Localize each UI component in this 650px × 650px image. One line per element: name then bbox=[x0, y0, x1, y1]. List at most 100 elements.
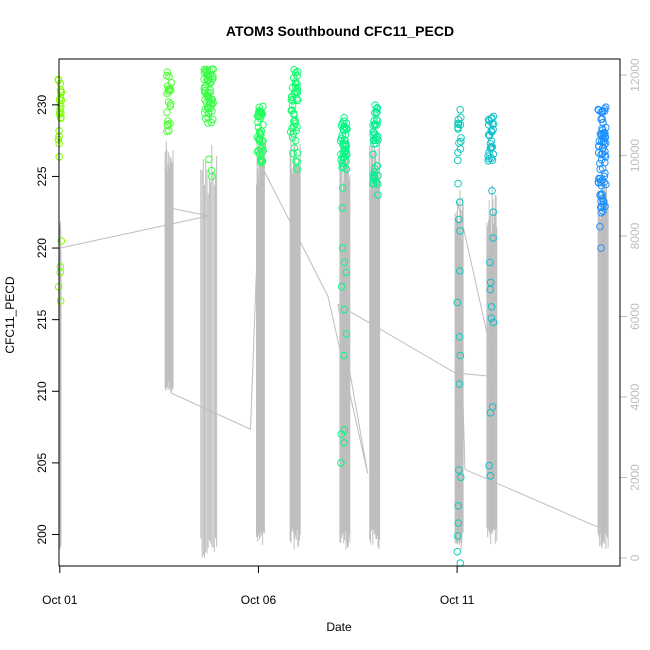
data-point bbox=[337, 459, 345, 467]
data-point bbox=[454, 115, 463, 124]
data-point bbox=[342, 268, 351, 277]
data-point bbox=[454, 502, 463, 510]
data-point bbox=[337, 282, 346, 291]
data-point bbox=[56, 86, 65, 94]
data-point bbox=[288, 83, 297, 92]
data-point bbox=[57, 102, 65, 111]
data-point bbox=[596, 130, 605, 138]
data-point bbox=[457, 137, 465, 146]
data-point bbox=[371, 136, 380, 145]
data-points bbox=[54, 65, 610, 567]
data-point bbox=[597, 208, 606, 217]
data-point bbox=[202, 91, 211, 99]
data-point bbox=[454, 156, 462, 165]
data-point bbox=[204, 104, 212, 113]
data-point bbox=[602, 180, 610, 189]
y2-tick-label: 0 bbox=[628, 554, 642, 561]
data-point bbox=[338, 131, 347, 139]
data-point bbox=[290, 122, 298, 130]
data-point bbox=[485, 132, 494, 140]
data-point bbox=[601, 169, 609, 177]
data-point bbox=[340, 351, 348, 360]
data-point bbox=[288, 133, 297, 142]
data-point bbox=[369, 121, 377, 129]
y2-tick-label: 2000 bbox=[628, 464, 642, 491]
y-tick-label: 200 bbox=[35, 524, 49, 544]
data-point bbox=[291, 77, 300, 86]
data-point bbox=[209, 65, 217, 74]
data-point bbox=[293, 158, 302, 166]
data-point bbox=[599, 207, 607, 215]
data-point bbox=[258, 157, 266, 165]
data-point bbox=[163, 89, 171, 98]
data-point bbox=[338, 163, 346, 172]
data-point bbox=[207, 118, 216, 127]
data-point bbox=[456, 120, 465, 129]
data-point bbox=[340, 117, 348, 125]
data-point bbox=[166, 100, 175, 108]
data-point bbox=[486, 278, 495, 287]
data-point bbox=[595, 137, 604, 145]
data-point bbox=[259, 121, 267, 129]
data-point bbox=[456, 559, 465, 567]
data-point bbox=[164, 117, 172, 125]
y-axis-label: CFC11_PECD bbox=[3, 276, 17, 353]
data-point bbox=[374, 191, 382, 199]
data-point bbox=[602, 123, 610, 132]
data-point bbox=[56, 93, 65, 102]
data-point bbox=[371, 101, 379, 109]
data-point bbox=[453, 547, 462, 556]
data-point bbox=[489, 125, 497, 134]
data-point bbox=[291, 116, 299, 125]
data-point bbox=[163, 68, 172, 76]
data-point bbox=[595, 174, 603, 183]
data-point bbox=[486, 409, 495, 417]
data-point bbox=[254, 135, 263, 143]
x-tick-label: Oct 01 bbox=[42, 593, 78, 607]
data-point bbox=[209, 75, 217, 83]
data-point bbox=[293, 87, 301, 96]
data-point bbox=[56, 297, 65, 305]
data-point bbox=[600, 128, 609, 137]
data-point bbox=[293, 165, 302, 173]
y-tick-label: 225 bbox=[35, 166, 49, 186]
data-point bbox=[288, 101, 297, 110]
data-point bbox=[340, 148, 348, 157]
data-point bbox=[342, 165, 351, 173]
data-point bbox=[455, 198, 464, 206]
data-point bbox=[599, 130, 608, 138]
data-point bbox=[455, 215, 463, 224]
data-point bbox=[338, 204, 347, 212]
data-point bbox=[601, 158, 609, 167]
data-point bbox=[456, 351, 465, 360]
data-point bbox=[598, 108, 607, 116]
plot-frame bbox=[58, 58, 621, 567]
data-point bbox=[370, 172, 379, 180]
data-point bbox=[340, 136, 349, 144]
data-point bbox=[456, 267, 464, 275]
data-point bbox=[487, 114, 496, 123]
data-point bbox=[487, 127, 496, 135]
data-point bbox=[259, 102, 267, 111]
data-point bbox=[489, 208, 498, 216]
data-point bbox=[455, 333, 464, 341]
data-point bbox=[489, 318, 498, 327]
data-point bbox=[292, 157, 300, 165]
data-point bbox=[600, 137, 608, 145]
data-point bbox=[57, 237, 66, 245]
data-point bbox=[485, 461, 493, 470]
data-point bbox=[340, 258, 349, 267]
data-point bbox=[487, 154, 496, 162]
data-point bbox=[601, 153, 610, 161]
data-point bbox=[601, 202, 609, 211]
y-tick-label: 220 bbox=[35, 238, 49, 258]
data-point bbox=[454, 519, 463, 527]
data-point bbox=[54, 135, 63, 144]
data-point bbox=[254, 146, 263, 155]
y2-axis: 0 2000 4000 6000 8000 10000 12000 bbox=[620, 58, 642, 561]
data-point bbox=[338, 184, 347, 192]
data-point bbox=[454, 179, 462, 188]
data-point bbox=[370, 140, 378, 148]
y2-tick-label: 12000 bbox=[628, 58, 642, 92]
y-tick-label: 215 bbox=[35, 309, 49, 329]
